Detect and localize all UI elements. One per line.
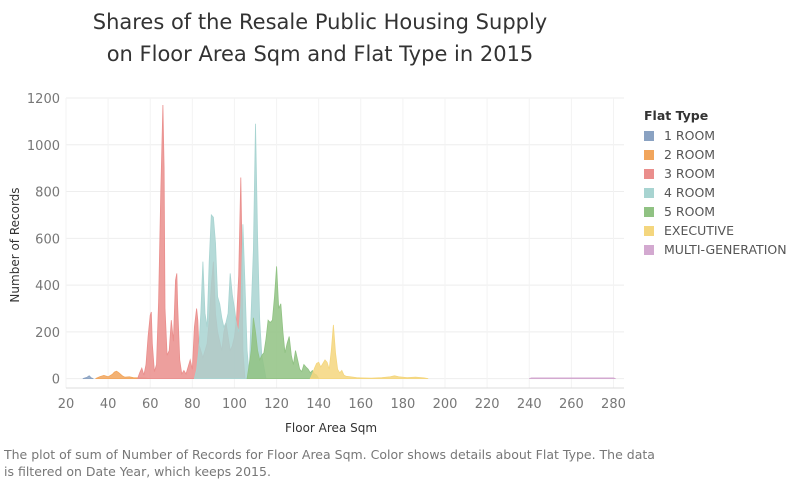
- legend-item[interactable]: MULTI-GENERATION: [644, 240, 787, 259]
- x-tick-label: 220: [475, 397, 500, 412]
- x-tick-label: 60: [142, 397, 159, 412]
- y-tick-label: 600: [35, 232, 60, 247]
- series-area-executive: [309, 324, 429, 379]
- y-axis-ticks: 0 200 400 600 800 1000 1200: [27, 92, 60, 388]
- legend-label: 1 ROOM: [664, 128, 716, 143]
- x-tick-label: 200: [433, 397, 458, 412]
- y-tick-label: 200: [35, 326, 60, 341]
- legend-label: MULTI-GENERATION: [664, 242, 787, 257]
- series-area-multi-generation: [529, 377, 616, 379]
- x-tick-label: 120: [264, 397, 289, 412]
- legend-item[interactable]: 2 ROOM: [644, 145, 787, 164]
- y-tick-label: 1200: [27, 92, 60, 107]
- x-tick-label: 140: [306, 397, 331, 412]
- y-axis-label: Number of Records: [8, 187, 22, 302]
- series-area-5-room: [246, 266, 320, 379]
- series-area-1-room: [82, 375, 94, 379]
- x-tick-label: 20: [58, 397, 75, 412]
- legend-item[interactable]: 3 ROOM: [644, 164, 787, 183]
- legend-label: EXECUTIVE: [664, 223, 735, 238]
- legend-swatch: [644, 130, 654, 141]
- y-tick-label: 1000: [27, 139, 60, 154]
- legend: Flat Type 1 ROOM 2 ROOM 3 ROOM 4 ROOM 5 ROOM…: [644, 108, 787, 259]
- legend-label: 4 ROOM: [664, 185, 716, 200]
- x-tick-label: 260: [559, 397, 584, 412]
- legend-items: 1 ROOM 2 ROOM 3 ROOM 4 ROOM 5 ROOM EXECUTIVE M…: [644, 126, 787, 259]
- legend-label: 3 ROOM: [664, 166, 716, 181]
- x-tick-label: 40: [100, 397, 117, 412]
- series-areas: [82, 104, 616, 379]
- legend-item[interactable]: 5 ROOM: [644, 202, 787, 221]
- series-area-4-room: [193, 123, 267, 379]
- chart-title-line-1: Shares of the Resale Public Housing Supp…: [92, 10, 548, 34]
- legend-swatch: [644, 149, 654, 160]
- legend-swatch: [644, 225, 654, 236]
- x-tick-label: 280: [601, 397, 626, 412]
- y-tick-label: 800: [35, 186, 60, 201]
- y-tick-label: 0: [52, 373, 60, 388]
- legend-item[interactable]: EXECUTIVE: [644, 221, 787, 240]
- legend-swatch: [644, 206, 654, 217]
- legend-swatch: [644, 244, 654, 255]
- chart-title-line-2: on Floor Area Sqm and Flat Type in 2015: [106, 42, 534, 66]
- x-tick-label: 100: [222, 397, 247, 412]
- legend-title: Flat Type: [644, 108, 709, 123]
- legend-label: 5 ROOM: [664, 204, 716, 219]
- x-tick-label: 160: [348, 397, 373, 412]
- legend-item[interactable]: 4 ROOM: [644, 183, 787, 202]
- chart-title: Shares of the Resale Public Housing Supp…: [20, 6, 620, 70]
- chart-caption: The plot of sum of Number of Records for…: [4, 447, 655, 479]
- y-tick-label: 400: [35, 279, 60, 294]
- grid-lines: [65, 97, 624, 389]
- legend-label: 2 ROOM: [664, 147, 716, 162]
- x-tick-label: 180: [390, 397, 415, 412]
- x-tick-label: 240: [517, 397, 542, 412]
- legend-item[interactable]: 1 ROOM: [644, 126, 787, 145]
- x-axis-ticks: 20 40 60 80 100 120 140 160 180 200 220 240 260 280: [58, 397, 626, 412]
- legend-swatch: [644, 187, 654, 198]
- x-tick-label: 80: [184, 397, 201, 412]
- x-axis-label: Floor Area Sqm: [285, 421, 377, 435]
- legend-swatch: [644, 168, 654, 179]
